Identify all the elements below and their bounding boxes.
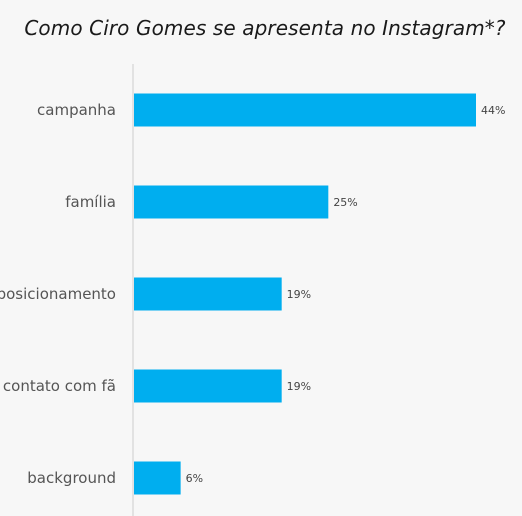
chart-title: Como Ciro Gomes se apresenta no Instagra…: [24, 16, 506, 40]
category-label: família: [65, 193, 116, 211]
value-label: 19%: [287, 288, 311, 301]
value-label: 25%: [333, 196, 357, 209]
bar-1: [134, 185, 329, 219]
bar-0: [134, 93, 476, 127]
value-label: 19%: [287, 380, 311, 393]
value-label: 6%: [186, 472, 203, 485]
category-label: background: [27, 469, 116, 487]
value-label: 44%: [481, 104, 505, 117]
category-label: posicionamento: [0, 285, 116, 303]
bar-2: [134, 277, 282, 311]
bar-4: [134, 461, 181, 495]
category-label: campanha: [37, 101, 116, 119]
bars-group: campanha 44% família 25% posicionamento 19% co…: [0, 93, 505, 495]
category-label: contato com fã: [3, 377, 116, 395]
bar-3: [134, 369, 282, 403]
